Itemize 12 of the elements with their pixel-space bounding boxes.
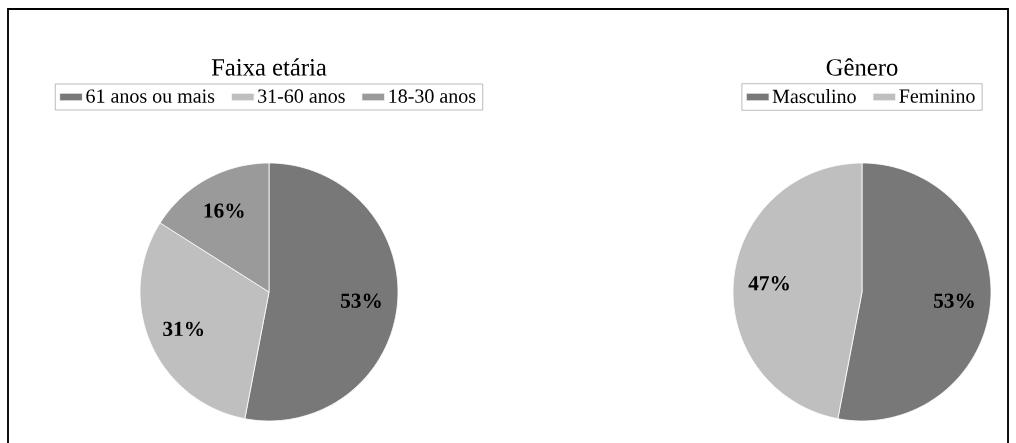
data-label: 47% (748, 276, 789, 291)
data-label: 53% (934, 293, 974, 308)
legend-label: 18-30 anos (389, 89, 476, 103)
legend-label: Masculino (772, 89, 856, 104)
chart-title: Gênero (826, 58, 898, 76)
data-label: 16% (204, 203, 244, 218)
data-label: 31% (163, 321, 204, 337)
legend-label: 31-60 anos (258, 89, 345, 103)
chart-title: Faixa etária (211, 58, 327, 76)
data-label: 53% (341, 293, 381, 308)
legend-label: Feminino (899, 89, 975, 103)
legend-label: 61 anos ou mais (86, 89, 215, 103)
